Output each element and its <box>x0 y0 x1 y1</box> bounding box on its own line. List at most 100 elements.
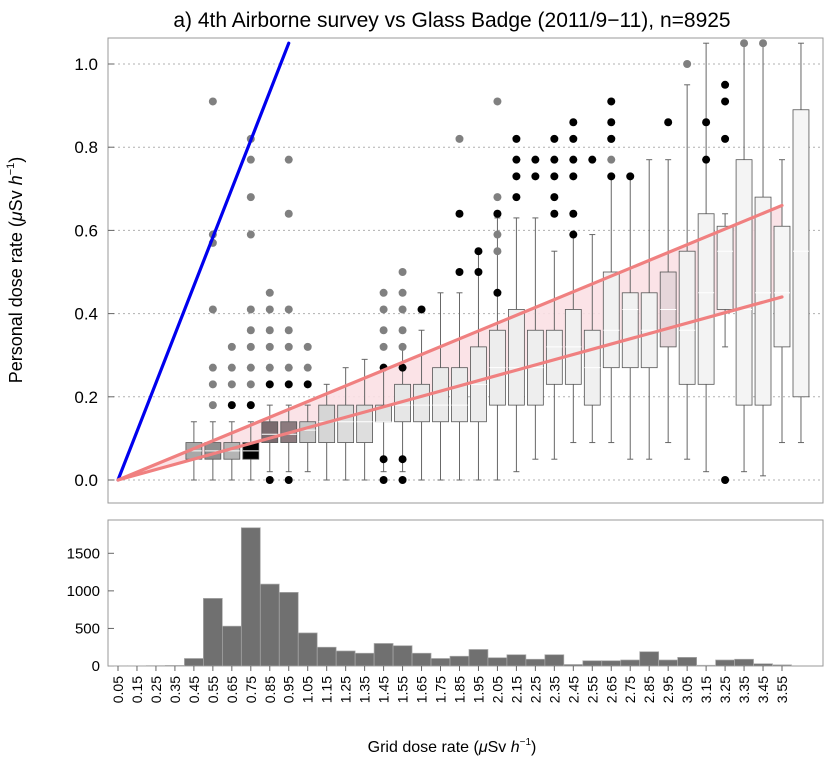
x-tick-label: 0.25 <box>148 676 164 703</box>
box-plots <box>185 42 810 481</box>
outlier-gray <box>493 247 502 256</box>
outlier-gray <box>284 342 293 351</box>
histogram-bar <box>278 592 299 667</box>
outlier-black <box>664 118 673 127</box>
histogram-bar <box>335 650 356 667</box>
outlier-black <box>702 118 711 127</box>
outlier-black <box>265 380 274 389</box>
x-tick-label: 2.45 <box>565 676 581 703</box>
x-tick-label: 1.45 <box>376 676 392 703</box>
x-tick-label: 2.65 <box>603 676 619 703</box>
x-tick-label: 0.45 <box>186 676 202 703</box>
x-tick-label: 1.25 <box>338 676 354 703</box>
histogram-bar <box>487 657 508 667</box>
x-tick-label: 2.25 <box>527 676 543 703</box>
outlier-gray <box>246 305 255 314</box>
outlier-black <box>284 476 293 484</box>
histogram-bar <box>506 654 527 667</box>
outlier-gray <box>379 305 388 314</box>
y-axis-ticks: 0.0 0.2 0.4 0.6 0.8 1.0 <box>74 55 114 490</box>
box-iqr <box>697 213 715 385</box>
red-line <box>116 295 784 482</box>
histogram-bar <box>259 583 280 667</box>
x-tick-label: 3.55 <box>774 676 790 703</box>
outlier-black <box>721 476 730 484</box>
x-tick-label: 2.75 <box>622 676 638 703</box>
box-iqr <box>432 367 449 423</box>
outlier-black <box>512 193 521 202</box>
x-tick-label: 1.75 <box>433 676 449 703</box>
histogram-bar <box>677 657 697 667</box>
y-tick-label: 0.2 <box>74 388 98 407</box>
histogram-bar <box>449 655 470 667</box>
box-iqr <box>602 271 620 369</box>
outlier-gray <box>246 363 255 372</box>
chart-title: a) 4th Airborne survey vs Glass Badge (2… <box>173 9 730 32</box>
outlier-gray <box>246 326 255 335</box>
outlier-black <box>455 268 464 276</box>
x-tick-label: 0.85 <box>262 676 278 703</box>
x-tick-label: 3.25 <box>717 676 733 703</box>
outlier-black <box>531 155 540 164</box>
outlier-gray <box>246 380 255 389</box>
outlier-gray <box>208 305 217 314</box>
x-tick-label: 1.35 <box>357 676 373 703</box>
y-tick-label: 0.0 <box>74 471 98 490</box>
outlier-black <box>607 97 616 106</box>
outlier-black <box>550 172 559 181</box>
outlier-black <box>512 134 521 143</box>
x-tick-label: 2.15 <box>508 676 524 703</box>
x-tick-label: 2.05 <box>489 676 505 703</box>
outlier-gray <box>227 342 236 351</box>
outlier-black <box>379 476 388 484</box>
histogram-bar <box>240 527 261 667</box>
outlier-black <box>702 155 711 164</box>
outlier-black <box>398 455 407 464</box>
hist-y-tick-label: 0 <box>92 658 100 675</box>
outlier-gray <box>265 363 274 372</box>
hist-y-tick-label: 1000 <box>67 583 100 600</box>
outlier-gray <box>284 209 293 218</box>
x-tick-label: 2.55 <box>584 676 600 703</box>
outlier-black <box>398 363 407 372</box>
histogram-bar <box>373 643 394 667</box>
outlier-gray <box>379 342 388 351</box>
x-tick-label: 2.95 <box>660 676 676 703</box>
outlier-black <box>417 305 426 314</box>
outlier-black <box>569 230 578 239</box>
outlier-gray <box>265 326 274 335</box>
histogram-bar <box>165 665 185 667</box>
outlier-black <box>284 380 293 389</box>
histogram-bar <box>639 651 660 667</box>
blue-line <box>116 41 291 482</box>
outlier-gray <box>683 60 692 68</box>
outlier-gray <box>398 342 407 351</box>
x-axis-ticks: 0.05 0.15 0.25 0.35 0.45 0.55 0.65 0.75 0.85 0.95… <box>110 666 790 703</box>
histogram-bar <box>601 660 622 667</box>
outlier-gray <box>227 380 236 389</box>
x-tick-label: 1.95 <box>470 676 486 703</box>
y-tick-label: 0.6 <box>74 221 98 240</box>
outlier-gray <box>284 305 293 314</box>
histogram-bar <box>696 664 716 667</box>
outlier-black <box>569 209 578 218</box>
outlier-black <box>265 476 274 484</box>
outlier-black <box>303 380 312 389</box>
outlier-gray <box>208 401 217 410</box>
outlier-black <box>721 134 730 143</box>
x-tick-label: 0.05 <box>110 676 126 703</box>
outlier-black <box>569 118 578 127</box>
outlier-black <box>550 155 559 164</box>
outlier-gray <box>208 380 217 389</box>
x-tick-label: 0.15 <box>129 676 145 703</box>
histogram-bar <box>203 598 223 667</box>
histogram-bar <box>468 649 489 667</box>
outlier-black <box>379 455 388 464</box>
histogram-bar <box>316 646 337 667</box>
outlier-black <box>512 172 521 181</box>
histogram-bar <box>658 659 679 667</box>
histogram-bar <box>297 632 318 667</box>
outlier-gray <box>246 342 255 351</box>
outlier-gray <box>246 193 255 202</box>
